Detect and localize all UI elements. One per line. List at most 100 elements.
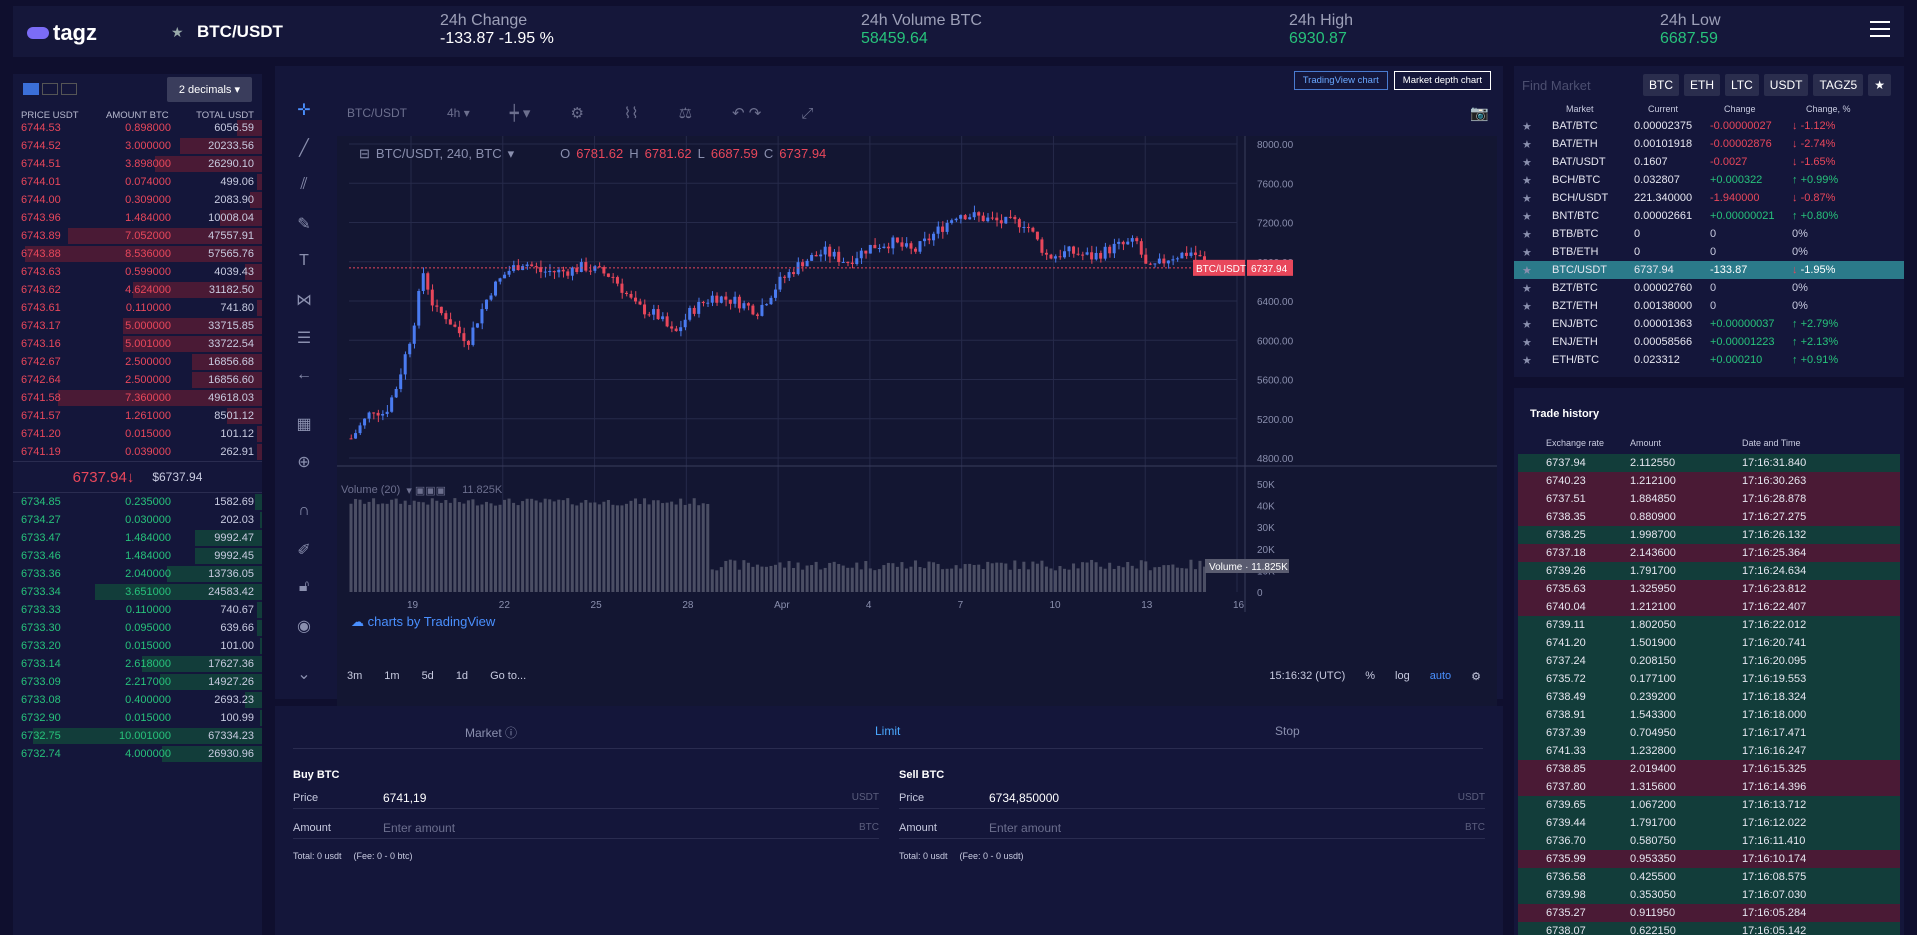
range-1d[interactable]: 1d bbox=[455, 670, 469, 682]
lock-icon[interactable]: 🔓︎ bbox=[298, 578, 310, 595]
bid-row[interactable]: 6733.47 1.484000 9992.47 bbox=[13, 529, 262, 547]
market-row[interactable]: ★ BZT/BTC 0.00002760 0 0% bbox=[1514, 279, 1904, 297]
ask-row[interactable]: 6744.53 0.898000 6056.59 bbox=[13, 119, 262, 137]
book-both-icon[interactable] bbox=[23, 83, 39, 95]
market-row[interactable]: ★ ETH/BTC 0.023312 +0.000210 ↑ +0.91% bbox=[1514, 351, 1904, 369]
decimals-select[interactable]: 2 decimals ▾ bbox=[166, 76, 252, 102]
market-row[interactable]: ★ ENJ/BTC 0.00001363 +0.00000037 ↑ +2.79… bbox=[1514, 315, 1904, 333]
crosshair-icon[interactable]: ✛ bbox=[297, 102, 311, 119]
market-star-icon[interactable]: ★ bbox=[1522, 192, 1532, 205]
market-star-icon[interactable]: ★ bbox=[1522, 300, 1532, 313]
bid-row[interactable]: 6734.27 0.030000 202.03 bbox=[13, 511, 262, 529]
quote-tab-btc[interactable]: BTC bbox=[1643, 74, 1679, 96]
market-star-icon[interactable]: ★ bbox=[1522, 354, 1532, 367]
market-star-icon[interactable]: ★ bbox=[1522, 210, 1532, 223]
market-search-input[interactable]: Find Market bbox=[1522, 77, 1591, 93]
book-asks-icon[interactable] bbox=[61, 83, 77, 95]
market-star-icon[interactable]: ★ bbox=[1522, 228, 1532, 241]
measure-icon[interactable]: ▦ bbox=[296, 416, 312, 433]
tab-stop[interactable]: Stop bbox=[1275, 724, 1300, 738]
quote-tab-usdt[interactable]: USDT bbox=[1763, 74, 1809, 96]
price-chart[interactable]: 8000.007600.007200.006800.006400.006000.… bbox=[337, 136, 1497, 710]
bid-row[interactable]: 6732.75 10.001000 67334.23 bbox=[13, 727, 262, 745]
market-star-icon[interactable]: ★ bbox=[1522, 318, 1532, 331]
ask-row[interactable]: 6744.51 3.898000 26290.10 bbox=[13, 155, 262, 173]
indicators-icon[interactable]: ⌇⌇ bbox=[623, 105, 639, 122]
bid-row[interactable]: 6733.14 2.618000 17627.36 bbox=[13, 655, 262, 673]
log-toggle[interactable]: log bbox=[1395, 670, 1410, 682]
favorite-star-icon[interactable]: ★ bbox=[171, 24, 184, 40]
quote-tab-tagz5[interactable]: TAGZ5 bbox=[1813, 74, 1864, 96]
zoom-icon[interactable]: ⊕ bbox=[297, 454, 311, 471]
goto-button[interactable]: Go to... bbox=[490, 670, 527, 682]
market-star-icon[interactable]: ★ bbox=[1522, 336, 1532, 349]
book-view-toggle[interactable] bbox=[23, 83, 77, 95]
tab-market[interactable]: Market ⓘ bbox=[465, 726, 518, 740]
market-star-icon[interactable]: ★ bbox=[1522, 246, 1532, 259]
ask-row[interactable]: 6743.88 8.536000 57565.76 bbox=[13, 245, 262, 263]
ask-row[interactable]: 6742.64 2.500000 16856.60 bbox=[13, 371, 262, 389]
ask-row[interactable]: 6743.16 5.001000 33722.54 bbox=[13, 335, 262, 353]
bid-row[interactable]: 6733.36 2.040000 13736.05 bbox=[13, 565, 262, 583]
ask-row[interactable]: 6744.01 0.074000 499.06 bbox=[13, 173, 262, 191]
ask-row[interactable]: 6743.17 5.000000 33715.85 bbox=[13, 317, 262, 335]
buy-amount-field[interactable]: Amount Enter amount BTC bbox=[293, 817, 879, 839]
market-row[interactable]: ★ BTB/BTC 0 0 0% bbox=[1514, 225, 1904, 243]
bid-row[interactable]: 6733.33 0.110000 740.67 bbox=[13, 601, 262, 619]
undo-icon[interactable]: ↶ ↷ bbox=[732, 105, 762, 122]
buy-price-field[interactable]: Price 6741,19 USDT bbox=[293, 787, 879, 809]
sell-price-field[interactable]: Price 6734,850000 USDT bbox=[899, 787, 1485, 809]
symbol-search[interactable]: BTC/USDT bbox=[347, 106, 407, 120]
ask-row[interactable]: 6743.61 0.110000 741.80 bbox=[13, 299, 262, 317]
sell-amount-field[interactable]: Amount Enter amount BTC bbox=[899, 817, 1485, 839]
eye-icon[interactable]: ◉ bbox=[297, 618, 311, 635]
candle-type-icon[interactable]: ┿ ▾ bbox=[509, 105, 531, 122]
quote-tab-ltc[interactable]: LTC bbox=[1725, 74, 1759, 96]
quote-tab-eth[interactable]: ETH bbox=[1684, 74, 1720, 96]
magnet-icon[interactable]: ∩ bbox=[298, 502, 310, 519]
ask-row[interactable]: 6741.19 0.039000 262.91 bbox=[13, 443, 262, 461]
bid-row[interactable]: 6734.85 0.235000 1582.69 bbox=[13, 493, 262, 511]
market-row[interactable]: ★ BNT/BTC 0.00002661 +0.00000021 ↑ +0.80… bbox=[1514, 207, 1904, 225]
ask-row[interactable]: 6741.57 1.261000 8501.12 bbox=[13, 407, 262, 425]
market-star-icon[interactable]: ★ bbox=[1522, 282, 1532, 295]
pattern-icon[interactable]: ⋈ bbox=[296, 292, 312, 309]
tradingview-attribution[interactable]: ☁ charts by TradingView bbox=[351, 614, 496, 629]
ask-row[interactable]: 6744.00 0.309000 2083.90 bbox=[13, 191, 262, 209]
ask-row[interactable]: 6741.20 0.015000 101.12 bbox=[13, 425, 262, 443]
depth-chart-button[interactable]: Market depth chart bbox=[1393, 71, 1491, 90]
menu-icon[interactable] bbox=[1870, 21, 1890, 42]
brush-icon[interactable]: ✎ bbox=[297, 216, 311, 233]
fullscreen-icon[interactable]: ⤢ bbox=[801, 104, 814, 122]
ask-row[interactable]: 6741.58 7.360000 49618.03 bbox=[13, 389, 262, 407]
lock-drawing-icon[interactable]: ✐ bbox=[297, 542, 311, 559]
bid-row[interactable]: 6733.46 1.484000 9992.45 bbox=[13, 547, 262, 565]
favorites-star-icon[interactable]: ★ bbox=[1868, 74, 1891, 96]
market-star-icon[interactable]: ★ bbox=[1522, 264, 1532, 277]
market-row[interactable]: ★ BAT/ETH 0.00101918 -0.00002876 ↓ -2.74… bbox=[1514, 135, 1904, 153]
book-bids-icon[interactable] bbox=[42, 83, 58, 95]
tab-limit[interactable]: Limit bbox=[875, 724, 901, 738]
market-row[interactable]: ★ BCH/USDT 221.340000 -1.940000 ↓ -0.87% bbox=[1514, 189, 1904, 207]
back-arrow-icon[interactable]: ← bbox=[296, 366, 312, 383]
bid-row[interactable]: 6732.74 4.000000 26930.96 bbox=[13, 745, 262, 763]
market-row[interactable]: ★ ENJ/ETH 0.00058566 +0.00001223 ↑ +2.13… bbox=[1514, 333, 1904, 351]
market-star-icon[interactable]: ★ bbox=[1522, 120, 1532, 133]
range-5d[interactable]: 5d bbox=[421, 670, 434, 682]
bid-row[interactable]: 6733.09 2.217000 14927.26 bbox=[13, 673, 262, 691]
ask-row[interactable]: 6742.67 2.500000 16856.68 bbox=[13, 353, 262, 371]
market-star-icon[interactable]: ★ bbox=[1522, 156, 1532, 169]
market-row[interactable]: ★ BCH/BTC 0.032807 +0.000322 ↑ +0.99% bbox=[1514, 171, 1904, 189]
chevron-down-icon[interactable]: ⌄ bbox=[297, 666, 311, 683]
logo[interactable]: tagz bbox=[27, 20, 97, 46]
bid-row[interactable]: 6733.20 0.015000 101.00 bbox=[13, 637, 262, 655]
trendline-icon[interactable]: ╱ bbox=[299, 140, 309, 157]
market-row[interactable]: ★ BAT/USDT 0.1607 -0.0027 ↓ -1.65% bbox=[1514, 153, 1904, 171]
range-3m[interactable]: 3m bbox=[347, 670, 363, 682]
market-row[interactable]: ★ BZT/ETH 0.00138000 0 0% bbox=[1514, 297, 1904, 315]
market-star-icon[interactable]: ★ bbox=[1522, 174, 1532, 187]
market-row[interactable]: ★ BAT/BTC 0.00002375 -0.00000027 ↓ -1.12… bbox=[1514, 117, 1904, 135]
compare-icon[interactable]: ⚖ bbox=[678, 105, 693, 122]
camera-icon[interactable]: 📷 bbox=[1470, 105, 1489, 122]
interval-select[interactable]: 4h ▾ bbox=[447, 106, 470, 120]
